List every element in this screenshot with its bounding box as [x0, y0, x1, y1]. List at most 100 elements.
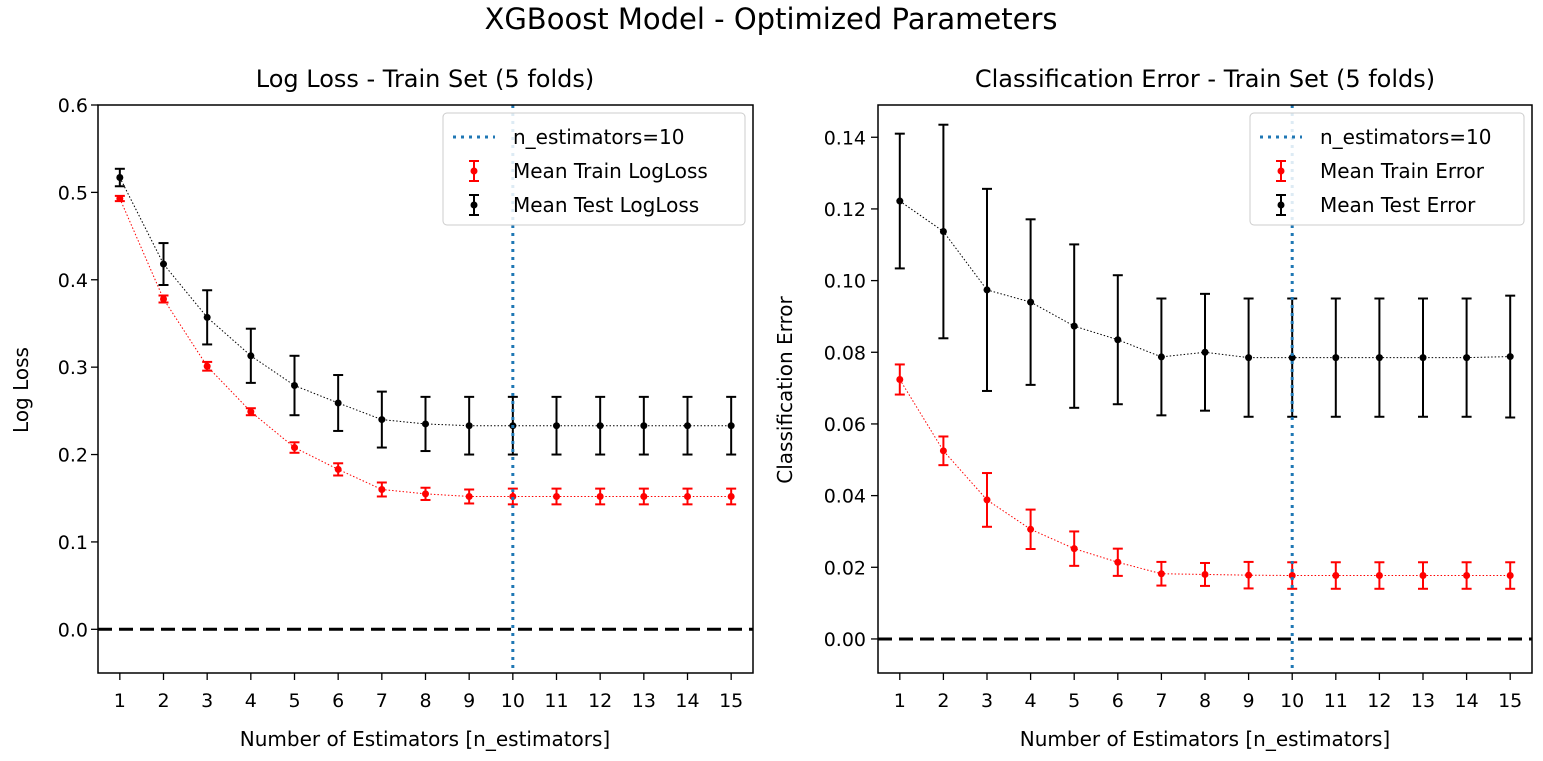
error-train-point [983, 496, 991, 504]
loss-y-tick-label: 0.4 [58, 270, 88, 292]
error-panel: Classification Error - Train Set (5 fold… [773, 65, 1533, 751]
loss-test-point [596, 422, 604, 430]
loss-y-tick-label: 0.6 [58, 95, 88, 117]
error-x-tick-label: 10 [1280, 690, 1304, 712]
error-train-point [939, 447, 947, 455]
loss-x-tick-label: 9 [463, 690, 475, 712]
loss-test-point [291, 382, 298, 390]
error-y-tick-label: 0.12 [824, 199, 866, 221]
error-x-axis-label: Number of Estimators [n_estimators] [1020, 727, 1390, 751]
loss-panel: Log Loss - Train Set (5 folds) Number of… [9, 65, 754, 751]
error-test-point [1027, 298, 1035, 306]
error-train-point [1245, 571, 1253, 579]
loss-x-tick-label: 11 [544, 690, 568, 712]
error-x-tick-label: 8 [1199, 690, 1211, 712]
loss-test-point [465, 422, 473, 430]
error-test-point [1375, 354, 1383, 362]
error-y-tick-label: 0.14 [824, 127, 866, 149]
error-test-point [1157, 353, 1165, 361]
loss-train-point [509, 492, 517, 500]
error-x-tick-label: 3 [981, 690, 993, 712]
loss-y-tick-label: 0.5 [58, 182, 88, 204]
loss-legend-label: Mean Test LogLoss [513, 193, 699, 217]
error-y-axis-label: Classification Error [773, 296, 797, 484]
loss-x-tick-label: 3 [201, 690, 213, 712]
loss-test-point [334, 399, 342, 407]
loss-x-tick-label: 8 [419, 690, 431, 712]
error-x-tick-label: 1 [894, 690, 906, 712]
loss-x-tick-label: 6 [332, 690, 344, 712]
loss-x-tick-label: 2 [157, 690, 169, 712]
loss-train-point [640, 492, 648, 500]
error-y-tick-label: 0.06 [824, 414, 866, 436]
loss-axes-frame [97, 104, 754, 674]
loss-x-tick-label: 12 [588, 690, 612, 712]
error-x-tick-label: 13 [1411, 690, 1435, 712]
error-y-tick-label: 0.00 [824, 629, 866, 651]
loss-train-point [203, 362, 211, 370]
loss-legend-marker [470, 201, 478, 209]
error-plot-area: 0.000.020.040.060.080.100.120.141 2 3 4 5 6 7 8… [824, 104, 1533, 712]
loss-test-point [203, 313, 211, 321]
error-x-tick-label: 6 [1112, 690, 1124, 712]
loss-chart-title: Log Loss - Train Set (5 folds) [256, 65, 594, 93]
loss-x-tick-label: 5 [288, 690, 300, 712]
error-train-point [896, 376, 904, 384]
error-test-point [939, 228, 947, 236]
loss-y-tick-label: 0.0 [58, 619, 88, 641]
error-y-tick-label: 0.08 [824, 342, 866, 364]
error-test-point [896, 197, 904, 205]
loss-test-point [553, 422, 560, 430]
error-train-point [1332, 572, 1340, 580]
loss-test-point [378, 416, 386, 424]
loss-x-tick-label: 13 [632, 690, 656, 712]
loss-x-tick-label: 4 [245, 690, 257, 712]
loss-train-point [465, 492, 473, 500]
error-test-point [1419, 354, 1427, 362]
loss-train-point [334, 465, 342, 473]
error-x-tick-label: 2 [937, 690, 949, 712]
loss-train-point [378, 485, 386, 493]
loss-test-point [422, 420, 429, 428]
error-x-tick-label: 14 [1455, 690, 1479, 712]
loss-x-tick-label: 14 [675, 690, 699, 712]
error-x-tick-label: 7 [1155, 690, 1167, 712]
loss-test-point [247, 352, 255, 360]
loss-x-axis-label: Number of Estimators [n_estimators] [240, 727, 610, 751]
error-chart-title: Classification Error - Train Set (5 fold… [975, 65, 1435, 93]
loss-test-point [640, 422, 648, 430]
loss-train-point [596, 492, 604, 500]
error-train-point [1506, 572, 1514, 580]
loss-y-tick-label: 0.1 [58, 532, 88, 554]
error-train-point [1070, 545, 1078, 553]
error-x-tick-label: 4 [1025, 690, 1037, 712]
error-train-point [1375, 572, 1383, 580]
error-test-point [1332, 354, 1340, 362]
error-train-point [1201, 570, 1209, 578]
error-legend-label: n_estimators=10 [1320, 125, 1491, 149]
error-test-point [1245, 354, 1253, 362]
error-train-point [1419, 572, 1427, 580]
error-test-point [1288, 354, 1296, 362]
loss-train-point [727, 492, 735, 500]
loss-train-point [291, 444, 298, 452]
error-train-point [1027, 525, 1035, 533]
error-test-point [1463, 354, 1471, 362]
error-train-point [1463, 572, 1471, 580]
error-legend-label: Mean Train Error [1320, 159, 1485, 183]
error-y-tick-label: 0.02 [824, 557, 866, 579]
loss-x-tick-label: 7 [376, 690, 388, 712]
error-test-point [1506, 353, 1514, 361]
loss-y-tick-label: 0.2 [58, 445, 88, 467]
loss-test-point [684, 422, 691, 430]
error-x-tick-label: 5 [1068, 690, 1080, 712]
loss-test-point [116, 174, 124, 182]
loss-y-tick-label: 0.3 [58, 357, 88, 379]
loss-train-point [422, 490, 429, 498]
loss-train-point [160, 295, 167, 303]
error-legend [1249, 112, 1525, 226]
error-legend-marker [1277, 201, 1285, 209]
loss-x-tick-label: 10 [501, 690, 525, 712]
loss-train-point [116, 195, 124, 203]
